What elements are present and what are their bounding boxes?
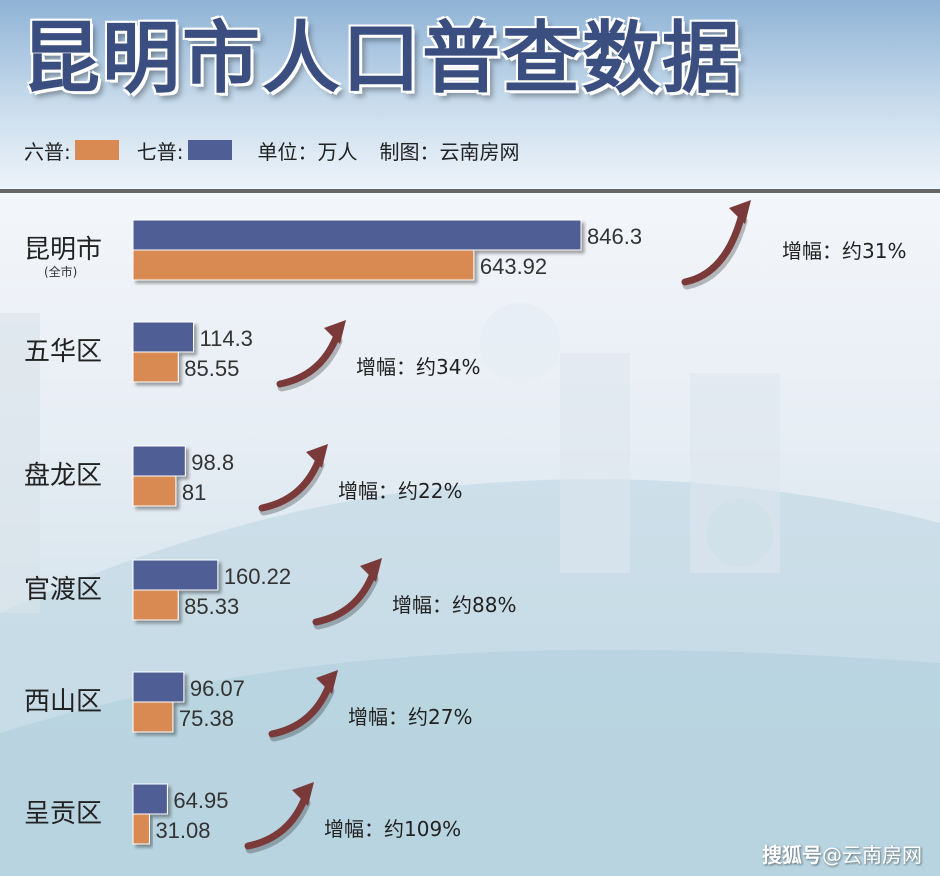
category-label: 官渡区 [24,575,102,605]
bar [132,351,179,383]
category-label: 五华区 [24,337,102,367]
bar [132,783,168,815]
bar [132,249,475,281]
category-label: 盘龙区 [24,461,102,491]
growth-arrow [258,458,322,512]
watermark-logo: 搜狐号 [762,843,822,867]
bar [132,671,185,703]
data-label: 85.55 [184,356,239,381]
data-label: 643.92 [480,254,547,279]
growth-arrow-head [360,558,382,582]
data-label: 846.3 [587,224,642,249]
growth-label: 增幅：约34% [356,355,480,379]
data-label: 64.95 [173,788,228,813]
growth-arrow [244,796,308,850]
header-divider [0,189,940,193]
legend-label-6th: 六普: [24,139,71,164]
category-group: 呈贡区 64.95 31.08 增幅：约109% [24,782,461,854]
category-group: 昆明市(全市) 846.3 643.92 增幅：约31% [24,200,906,290]
growth-label: 增幅：约109% [324,817,461,841]
growth-arrow [268,684,332,738]
category-label: 昆明市 [24,235,102,265]
legend-swatch-7th [187,140,232,160]
bar [132,219,582,251]
legend: 六普: 七普: 单位：万人 制图：云南房网 [24,136,524,164]
data-label: 31.08 [155,818,210,843]
category-label: 呈贡区 [24,799,102,829]
bar [132,589,179,621]
bar [132,701,174,733]
category-group: 盘龙区 98.8 81 增幅：约22% [24,444,462,516]
legend-label-7th: 七普: [136,139,184,164]
bar [132,475,177,507]
data-label: 160.22 [224,564,291,589]
data-label: 96.07 [190,676,245,701]
category-label: 西山区 [24,687,102,717]
growth-arrow-head [306,444,328,468]
bar [132,445,186,477]
growth-arrow [276,334,340,388]
bar [132,559,219,591]
growth-arrow [681,214,745,286]
header-banner: 昆明市人口普查数据 六普: 七普: 单位：万人 制图：云南房网 [0,0,940,192]
growth-label: 增幅：约88% [392,593,516,617]
category-group: 官渡区 160.22 85.33 增幅：约88% [24,558,516,630]
growth-arrow-head [292,782,314,806]
unit-label: 单位：万人 [257,139,358,164]
chart-title: 昆明市人口普查数据 [22,14,743,104]
bar [132,321,195,353]
growth-arrow-head [729,200,751,224]
data-label: 85.33 [184,594,239,619]
legend-swatch-6th [74,140,119,160]
growth-label: 增幅：约22% [338,479,462,503]
data-label: 75.38 [179,706,234,731]
growth-arrow [312,572,376,626]
category-group: 五华区 114.3 85.55 增幅：约34% [24,320,480,392]
growth-arrow-head [316,670,338,694]
background-decoration [0,303,940,876]
credit-label: 制图：云南房网 [379,139,520,164]
category-group: 西山区 96.07 75.38 增幅：约27% [24,670,472,742]
watermark: 搜狐号@云南房网 [762,839,922,868]
data-label: 81 [182,480,206,505]
growth-arrow-head [324,320,346,344]
growth-label: 增幅：约31% [782,239,906,263]
growth-label: 增幅：约27% [348,705,472,729]
watermark-text: @云南房网 [822,843,922,867]
data-label: 114.3 [200,326,253,351]
data-label: 98.8 [191,450,234,475]
bar [132,813,150,845]
category-note: (全市) [44,264,77,279]
